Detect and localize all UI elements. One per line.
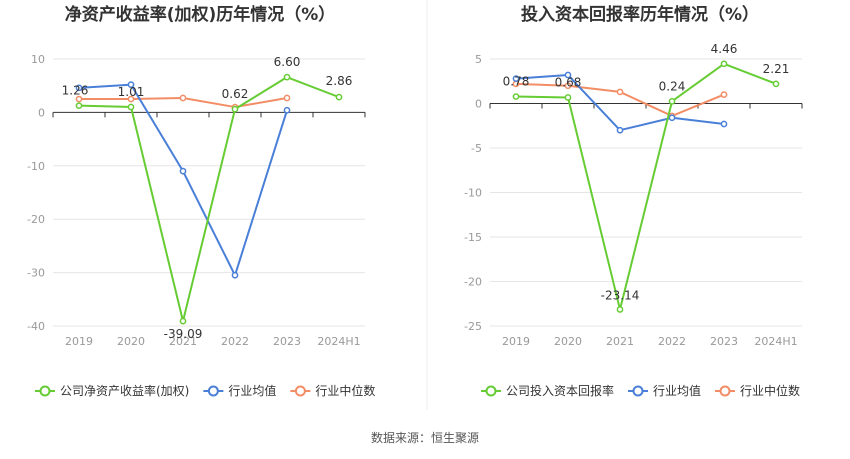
legend-item-industry-avg[interactable]: 行业均值 [228,383,276,398]
industry-median-point[interactable] [564,82,572,90]
roe-chart: 10 0 -10 -20 -30 -40 2019 2020 2021 2022 2023 2024H… [27,53,366,348]
x-tick-label: 2021 [169,335,197,348]
x-tick-label: 2019 [65,335,93,348]
data-label: 2.86 [326,74,353,88]
legend-item-industry-avg[interactable]: 行业均值 [653,383,701,398]
industry-avg-point[interactable] [283,106,291,114]
y-tick-label: -20 [27,213,45,226]
legend-swatch-marker [632,385,644,397]
data-label: 0.68 [555,75,582,89]
company-point[interactable] [231,105,239,113]
y-tick-label: 0 [475,98,482,111]
legend-item-company[interactable]: 公司净资产收益率(加权) [60,383,189,398]
industry-avg-point[interactable] [668,114,676,122]
data-source: 数据来源：恒生聚源 [371,430,479,445]
industry-avg-point[interactable] [127,81,135,88]
x-tick-label: 2020 [117,335,145,348]
data-label: -39.09 [164,327,203,341]
legend-item-company[interactable]: 公司投入资本回报率 [506,383,614,398]
chart-title-roic: 投入资本回报率历年情况（%） [521,4,759,25]
chart-title-roe: 净资产收益率(加权)历年情况（%） [65,4,336,25]
x-tick-label: 2019 [502,335,530,348]
x-tick-label: 2024H1 [317,335,360,348]
industry-avg-point[interactable] [231,271,239,279]
data-label: 0.24 [659,79,686,93]
company-line [515,62,777,311]
industry-median-point[interactable] [616,88,624,96]
company-point[interactable] [668,98,676,105]
legend-swatch-marker [485,385,497,397]
y-tick-label: -25 [464,320,482,333]
y-tick-label: -15 [464,231,482,244]
company-point[interactable] [335,93,343,101]
industry-median-point[interactable] [75,95,83,103]
x-tick-label: 2022 [658,335,686,348]
x-tick-label: 2022 [221,335,249,348]
industry-avg-point[interactable] [720,120,728,128]
data-label: 1.01 [118,85,145,99]
industry-median-point[interactable] [720,91,728,98]
company-point[interactable] [127,103,135,111]
industry-avg-point[interactable] [512,75,520,82]
industry-avg-line [515,74,725,132]
y-tick-label: 5 [475,53,482,66]
roic-chart: 5 0 -5 -10 -15 -20 -25 2019 2020 2021 2022 2023 2024… [464,42,803,348]
legend-swatch-marker [207,385,219,397]
company-point[interactable] [179,317,187,325]
data-label: 2.21 [763,62,790,76]
company-point[interactable] [512,93,520,100]
company-point[interactable] [564,94,572,101]
company-line [78,76,340,323]
legend-swatch-marker [39,385,51,397]
y-tick-label: -30 [27,267,45,280]
x-tick-label: 2023 [710,335,738,348]
data-label: 0.78 [503,75,530,89]
industry-avg-point[interactable] [179,167,187,175]
x-tick-label: 2024H1 [754,335,797,348]
data-label: 4.46 [711,42,738,56]
y-tick-label: -10 [464,187,482,200]
data-label: 0.62 [222,87,249,101]
legend-item-industry-median[interactable]: 行业中位数 [740,383,800,398]
industry-avg-point[interactable] [75,84,83,92]
industry-median-point[interactable] [179,94,187,102]
x-tick-label: 2021 [606,335,634,348]
y-tick-label: -10 [27,160,45,173]
company-point[interactable] [720,60,728,68]
data-label: 6.60 [274,55,301,69]
company-point[interactable] [616,306,624,313]
roe-legend[interactable]: 公司净资产收益率(加权) 行业均值 行业中位数 [35,383,375,398]
x-tick-label: 2020 [554,335,582,348]
legend-swatch-marker [294,385,306,397]
industry-avg-point[interactable] [616,126,624,134]
legend-item-industry-median[interactable]: 行业中位数 [315,383,375,398]
legend-swatch-marker [719,385,731,397]
data-label: -23.14 [601,288,640,302]
industry-median-point[interactable] [283,94,291,102]
y-tick-label: -5 [471,142,482,155]
company-point[interactable] [772,80,780,88]
industry-avg-point[interactable] [564,71,572,79]
y-tick-label: 10 [31,53,45,66]
x-tick-label: 2023 [273,335,301,348]
data-label: 1.26 [62,84,89,98]
industry-median-point[interactable] [127,95,135,103]
y-tick-label: 0 [38,106,45,119]
company-point[interactable] [75,102,83,110]
y-tick-label: -40 [27,320,45,333]
roic-legend[interactable]: 公司投入资本回报率 行业均值 行业中位数 [481,383,800,398]
company-point[interactable] [283,73,291,81]
y-tick-label: -20 [464,276,482,289]
industry-avg-line [78,83,288,277]
